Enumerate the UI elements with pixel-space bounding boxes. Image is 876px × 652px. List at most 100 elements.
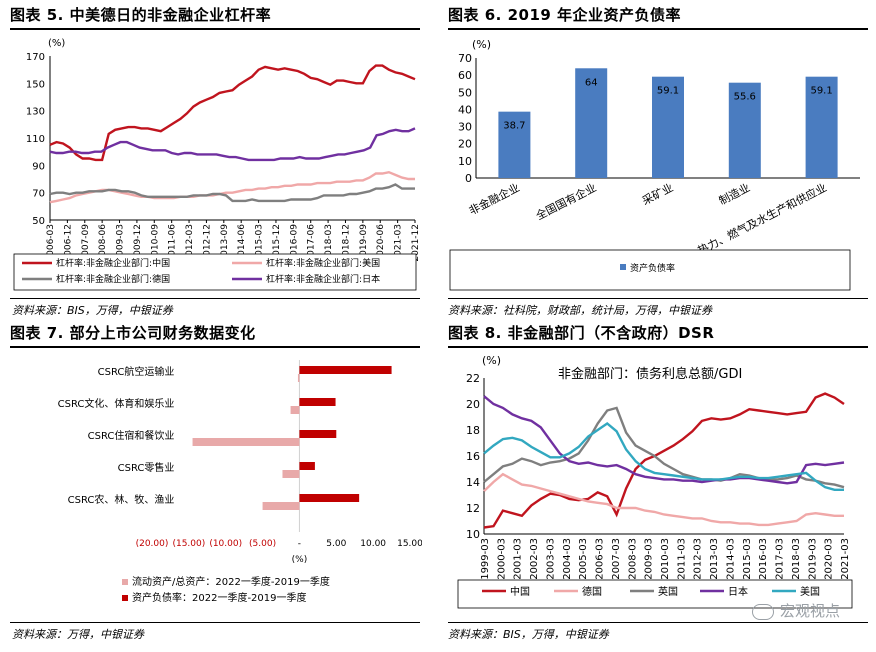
chart7-category-label: CSRC航空运输业 xyxy=(98,365,175,378)
chart8-legend-label: 英国 xyxy=(658,585,678,598)
chart5-legend-label: 杠杆率:非金融企业部门:日本 xyxy=(266,273,380,285)
wechat-icon xyxy=(752,603,774,620)
panel5-title: 图表 5. 中美德日的非金融企业杠杆率 xyxy=(10,6,272,24)
panel8-title: 图表 8. 非金融部门（不含政府）DSR xyxy=(448,324,715,342)
panel7-source-rule xyxy=(10,622,420,623)
chart5-xtick: 2014-06 xyxy=(237,224,247,262)
chart6-category-label: 非金融企业 xyxy=(466,180,521,217)
chart5-xtick: 2008-06 xyxy=(98,224,108,262)
chart6-data-label: 59.1 xyxy=(657,86,679,97)
chart8-ytick: 12 xyxy=(466,502,480,515)
chart8-xtick: 2001-03 xyxy=(513,538,524,580)
chart7-xtick: 5.00 xyxy=(326,539,346,549)
chart5-xtick: 2021-12 xyxy=(411,224,421,262)
chart8-dsr: (%) 非金融部门：债务利息总额/GDI 10 12 14 16 18 20 22 1999-03… xyxy=(457,354,853,609)
chart5-leverage: (%) 50 70 90 110 130 150 170 2006-03 2006-12 2007-… xyxy=(13,38,421,291)
chart7-legend-label: 资产负债率：2022一季度-2019一季度 xyxy=(132,591,307,604)
chart8-xtick: 2008-03 xyxy=(627,538,638,580)
panel7-title: 图表 7. 部分上市公司财务数据变化 xyxy=(10,324,256,342)
panel8-source-rule xyxy=(448,622,868,623)
chart8-legend-box xyxy=(457,579,853,609)
chart5-legend-box xyxy=(13,253,417,291)
chart5-xtick: 2019-09 xyxy=(359,224,369,262)
chart8-xtick: 2006-03 xyxy=(595,538,606,580)
chart6-legend-label: 资产负债率 xyxy=(630,262,675,274)
chart6-ytick: 40 xyxy=(458,103,472,116)
chart7-unit: (%) xyxy=(292,555,308,565)
chart7-legend-swatch xyxy=(122,595,128,601)
chart8-legend-label: 德国 xyxy=(582,585,602,598)
chart8-xtick: 2009-03 xyxy=(644,538,655,580)
chart5-ytick: 170 xyxy=(26,52,45,63)
chart5-series-line-3 xyxy=(49,127,416,162)
chart7-xtick: (20.00) xyxy=(136,539,169,549)
chart5-series-line-2 xyxy=(49,183,415,203)
panel5-source-rule xyxy=(10,298,420,299)
chart7-bar-liquid-assets xyxy=(262,502,300,510)
chart6-bar xyxy=(575,68,608,178)
chart5-series-line-1 xyxy=(49,170,415,204)
chart8-xtick: 1999-03 xyxy=(480,538,491,580)
chart8-series-line-2 xyxy=(483,406,845,489)
chart5-xtick: 2016-09 xyxy=(289,224,299,262)
chart7-bar-liquid-assets xyxy=(282,470,300,478)
chart5-xtick: 2013-09 xyxy=(220,224,230,262)
panel7-title-rule xyxy=(10,346,420,348)
chart5-xtick: 2009-03 xyxy=(116,224,126,262)
chart7-bar-liquid-assets xyxy=(297,374,300,382)
chart6-bar xyxy=(728,82,761,178)
chart6-bar xyxy=(652,76,684,178)
chart7-xtick: (5.00) xyxy=(249,539,276,549)
chart8-legend-label: 中国 xyxy=(510,585,530,598)
chart8-title: 非金融部门：债务利息总额/GDI xyxy=(558,366,742,382)
chart8-xtick: 2019-03 xyxy=(807,538,818,580)
panel5-source: 资料来源：BIS，万得，中银证券 xyxy=(12,304,173,317)
chart6-legend-box xyxy=(449,249,851,291)
chart8-xtick: 2013-03 xyxy=(709,538,720,580)
chart8-ytick: 14 xyxy=(466,476,480,489)
chart5-legend-label: 杠杆率:非金融企业部门:德国 xyxy=(56,273,170,285)
chart8-xtick: 2011-03 xyxy=(676,538,687,580)
chart5-xtick: 2012-12 xyxy=(202,224,212,262)
chart6-bar xyxy=(805,76,838,178)
chart6-unit: (%) xyxy=(472,38,491,51)
chart6-ytick: 0 xyxy=(465,172,472,185)
chart8-xtick: 2007-03 xyxy=(611,538,622,580)
chart7-xtick: (10.00) xyxy=(209,539,242,549)
chart8-series-line-3 xyxy=(483,395,845,485)
watermark-text: 宏观视点 xyxy=(780,602,841,620)
chart5-xtick: 2006-12 xyxy=(63,224,73,262)
chart5-ytick: 50 xyxy=(32,216,45,227)
chart5-ytick: 130 xyxy=(26,107,45,118)
chart8-xtick: 2004-03 xyxy=(562,538,573,580)
panel7-source: 资料来源：万得，中银证券 xyxy=(12,628,144,641)
chart5-xtick: 2006-03 xyxy=(46,224,56,262)
chart8-xtick: 2010-03 xyxy=(660,538,671,580)
chart7-category-label: CSRC农、林、牧、渔业 xyxy=(68,493,175,506)
chart8-series-line-1 xyxy=(483,472,844,527)
chart8-xtick: 2020-03 xyxy=(824,538,835,580)
chart8-xtick: 2000-03 xyxy=(496,538,507,580)
chart5-xtick: 2007-09 xyxy=(81,224,91,262)
chart5-series-line-0 xyxy=(49,64,416,162)
chart8-xtick: 2005-03 xyxy=(578,538,589,580)
chart6-category-label: 采矿业 xyxy=(640,181,675,208)
chart6-data-label: 59.1 xyxy=(810,86,832,97)
chart5-xtick: 2011-06 xyxy=(168,224,178,262)
chart8-series-line-0 xyxy=(483,392,845,529)
chart5-unit: (%) xyxy=(48,38,65,49)
chart7-category-label: CSRC零售业 xyxy=(118,461,175,474)
chart5-xtick: 2015-03 xyxy=(255,224,265,262)
panel6-source: 资料来源：社科院，财政部，统计局，万得，中银证券 xyxy=(448,304,712,317)
panel6-title: 图表 6. 2019 年企业资产负债率 xyxy=(448,6,682,24)
panel8-title-rule xyxy=(448,346,868,348)
panel5-title-rule xyxy=(10,28,420,30)
chart8-xtick: 2018-03 xyxy=(791,538,802,580)
chart5-xtick: 2010-09 xyxy=(150,224,160,262)
chart6-bar xyxy=(498,111,531,178)
chart7-category-label: CSRC文化、体育和娱乐业 xyxy=(58,397,175,410)
chart5-xtick: 2015-12 xyxy=(272,224,282,262)
chart8-ytick: 18 xyxy=(466,424,480,437)
chart8-ytick: 20 xyxy=(466,398,480,411)
chart8-xtick: 2017-03 xyxy=(775,538,786,580)
